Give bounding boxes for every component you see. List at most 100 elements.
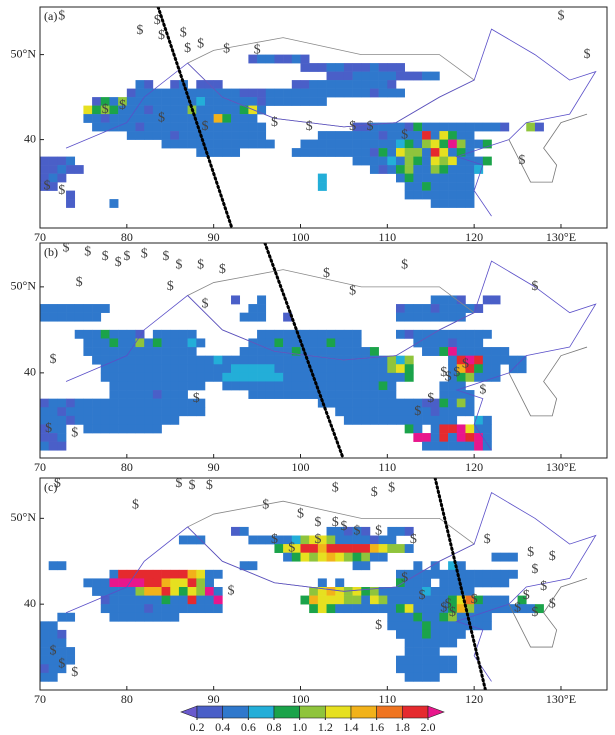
grid-cell — [396, 612, 405, 622]
grid-cell — [456, 329, 466, 339]
station-marker: $ — [54, 476, 61, 491]
grid-cell — [422, 672, 432, 682]
grid-cell — [213, 587, 223, 596]
grid-cell — [100, 364, 110, 374]
grid-cell — [231, 295, 241, 305]
grid-cell — [335, 381, 345, 391]
grid-cell — [404, 71, 414, 81]
grid-cell — [413, 587, 423, 596]
grid-cell — [378, 544, 388, 553]
grid-cell — [456, 595, 466, 605]
grid-cell — [92, 587, 102, 596]
station-marker: $ — [366, 119, 373, 134]
grid-cell — [265, 338, 275, 348]
station-marker: $ — [262, 498, 269, 513]
grid-cell — [448, 182, 458, 191]
grid-cell — [204, 595, 214, 605]
grid-cell — [178, 407, 188, 417]
grid-cell — [396, 587, 405, 596]
grid-cell — [170, 604, 180, 614]
grid-cell — [170, 587, 180, 596]
station-marker: $ — [180, 26, 187, 41]
grid-cell — [378, 63, 388, 72]
grid-cell — [126, 390, 136, 399]
x-tick-label: 90 — [208, 230, 220, 244]
grid-cell — [413, 629, 423, 639]
grid-cell — [456, 441, 466, 451]
grid-cell — [187, 381, 197, 391]
grid-cell — [439, 148, 449, 157]
grid-cell — [335, 372, 345, 382]
grid-cell — [448, 312, 458, 322]
grid-cell — [248, 312, 258, 322]
grid-cell — [231, 148, 241, 157]
grid-cell — [326, 604, 336, 614]
station-marker: $ — [453, 365, 460, 380]
grid-cell — [283, 338, 293, 348]
grid-cell — [126, 338, 136, 348]
grid-cell — [361, 63, 371, 72]
grid-cell — [474, 304, 484, 313]
grid-cell — [118, 604, 128, 614]
grid-cell — [265, 535, 275, 545]
grid-cell — [422, 156, 432, 166]
grid-cell — [465, 304, 475, 313]
grid-cell — [404, 131, 414, 140]
grid-cell — [239, 561, 249, 571]
grid-cell — [369, 398, 379, 408]
grid-cell — [404, 595, 414, 605]
grid-cell — [422, 664, 432, 674]
grid-cell — [378, 139, 388, 149]
grid-cell — [300, 88, 310, 98]
grid-cell — [343, 329, 353, 339]
grid-cell — [422, 433, 432, 442]
grid-cell — [152, 105, 162, 115]
x-tick-label: 120 — [465, 230, 483, 244]
grid-cell — [135, 329, 145, 339]
grid-cell — [196, 88, 206, 98]
grid-cell — [196, 122, 206, 132]
grid-cell — [465, 407, 475, 417]
grid-cell — [100, 372, 110, 382]
colorbar-segment — [196, 705, 223, 719]
grid-cell — [248, 381, 258, 391]
grid-cell — [213, 595, 223, 605]
grid-cell — [57, 304, 67, 313]
grid-cell — [335, 63, 345, 72]
grid-cell — [422, 148, 432, 157]
grid-cell — [413, 578, 423, 588]
grid-cell — [422, 415, 432, 425]
grid-cell — [413, 71, 423, 81]
grid-cell — [396, 63, 405, 72]
grid-cell — [413, 131, 423, 140]
grid-cell — [170, 569, 180, 579]
colorbar-segment — [299, 705, 326, 719]
grid-cell — [439, 312, 449, 322]
grid-cell — [439, 398, 449, 408]
grid-cell — [118, 398, 128, 408]
grid-cell — [300, 544, 310, 553]
station-marker: $ — [184, 41, 191, 56]
grid-cell — [57, 647, 67, 656]
grid-cell — [66, 156, 76, 166]
grid-cell — [482, 612, 492, 622]
grid-cell — [456, 156, 466, 166]
grid-cell — [317, 148, 327, 157]
grid-cell — [465, 372, 475, 382]
grid-cell — [439, 664, 449, 674]
y-tick-label: 50°N — [11, 510, 37, 524]
colorbar-label: 0.4 — [215, 720, 230, 734]
grid-cell — [196, 355, 206, 365]
grid-cell — [448, 638, 458, 648]
grid-cell — [291, 552, 301, 562]
grid-cell — [448, 604, 458, 614]
grid-cell — [126, 381, 136, 391]
grid-cell — [430, 347, 440, 356]
grid-cell — [231, 122, 241, 132]
grid-cell — [40, 441, 49, 451]
grid-cell — [482, 372, 492, 382]
grid-cell — [430, 165, 440, 174]
grid-cell — [100, 578, 110, 588]
colorbar-segment — [325, 705, 352, 719]
grid-cell — [239, 355, 249, 365]
